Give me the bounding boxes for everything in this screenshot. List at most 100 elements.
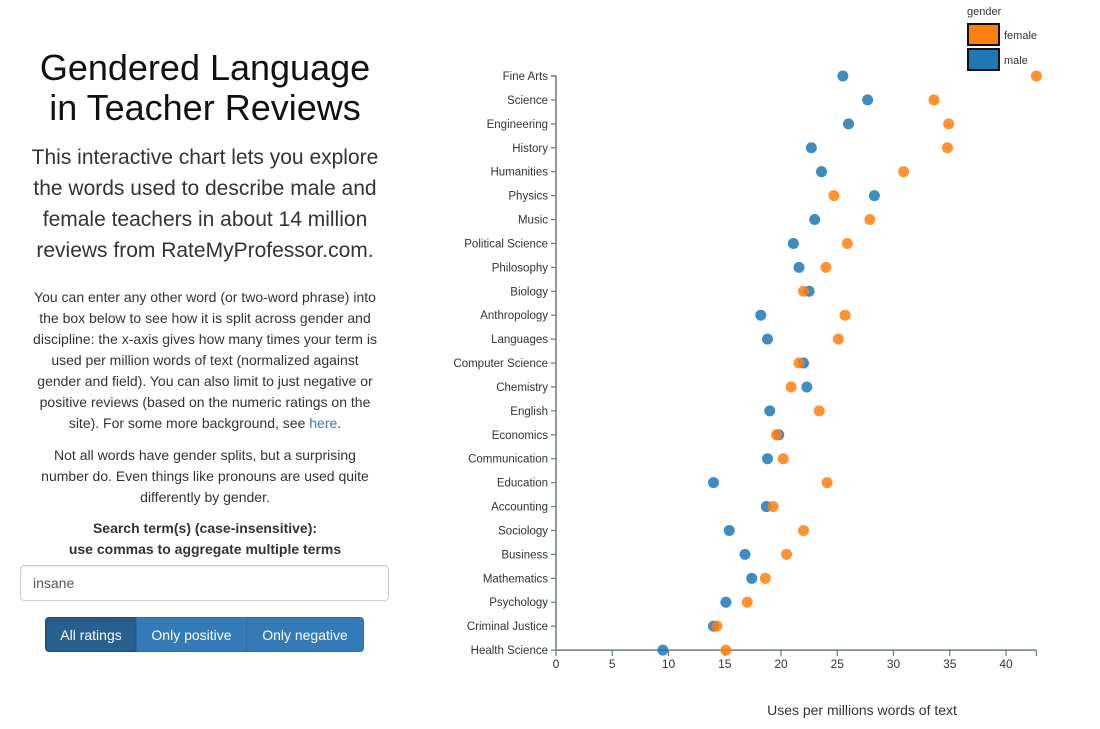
paragraph-line: discipline: the x-axis gives how many ti… bbox=[33, 331, 377, 347]
search-label-line: use commas to aggregate multiple terms bbox=[68, 541, 342, 557]
female-dot[interactable] bbox=[821, 477, 833, 489]
paragraph-line: number do. Even things like pronouns are… bbox=[41, 468, 369, 484]
only-negative-button[interactable]: Only negative bbox=[246, 617, 364, 652]
paragraph-line: the box below to see how it is split acr… bbox=[39, 310, 371, 326]
female-dot[interactable] bbox=[832, 333, 844, 345]
female-dot[interactable] bbox=[1030, 70, 1042, 82]
category-label: Humanities bbox=[490, 167, 548, 179]
category-label: Economics bbox=[492, 430, 548, 442]
female-dot[interactable] bbox=[864, 214, 876, 226]
x-tick-label: 30 bbox=[887, 657, 901, 671]
female-dot[interactable] bbox=[771, 429, 782, 441]
search-label-line: Search term(s) (case-insensitive): bbox=[92, 520, 318, 536]
female-dot[interactable] bbox=[785, 381, 797, 393]
female-dot[interactable] bbox=[898, 166, 910, 178]
intro-text: This interactive chart lets you explore … bbox=[0, 142, 410, 266]
male-dot[interactable] bbox=[787, 237, 799, 249]
x-tick-label: 10 bbox=[662, 657, 676, 671]
legend-label-female: female bbox=[1004, 30, 1037, 42]
x-tick-label: 25 bbox=[831, 657, 845, 671]
female-dot[interactable] bbox=[943, 118, 955, 130]
x-tick-label: 40 bbox=[999, 657, 1013, 671]
category-label: Languages bbox=[491, 334, 548, 346]
background-link[interactable]: here bbox=[309, 415, 338, 431]
legend-title: gender bbox=[967, 6, 1002, 18]
female-dot[interactable] bbox=[813, 405, 825, 417]
female-dot[interactable] bbox=[841, 237, 853, 249]
x-axis-title: Uses per millions words of text bbox=[767, 702, 957, 718]
category-label: Philosophy bbox=[492, 262, 549, 274]
female-dot[interactable] bbox=[720, 644, 732, 656]
category-label: Psychology bbox=[489, 597, 548, 609]
male-dot[interactable] bbox=[708, 477, 719, 489]
male-dot[interactable] bbox=[837, 70, 849, 82]
category-label: Engineering bbox=[487, 119, 548, 131]
male-dot[interactable] bbox=[764, 405, 776, 417]
legend-swatch-male bbox=[967, 48, 1000, 71]
search-label: Search term(s) (case-insensitive): use c… bbox=[0, 518, 410, 560]
male-dot[interactable] bbox=[801, 381, 813, 393]
female-dot[interactable] bbox=[711, 620, 723, 632]
paragraph-line: differently by gender. bbox=[140, 489, 270, 505]
x-tick-label: 15 bbox=[718, 657, 732, 671]
female-dot[interactable] bbox=[798, 285, 809, 297]
female-dot[interactable] bbox=[839, 309, 851, 321]
male-dot[interactable] bbox=[868, 190, 880, 202]
male-dot[interactable] bbox=[720, 596, 732, 608]
paragraph-text: site). For some more background, see bbox=[68, 415, 310, 431]
category-label: Science bbox=[507, 95, 548, 107]
category-label: Communication bbox=[468, 454, 548, 466]
category-label: Education bbox=[497, 478, 548, 490]
male-dot[interactable] bbox=[816, 166, 827, 178]
rating-filter-group: All ratings Only positive Only negative bbox=[45, 617, 364, 652]
female-dot[interactable] bbox=[781, 548, 793, 560]
female-dot[interactable] bbox=[798, 524, 809, 536]
male-dot[interactable] bbox=[762, 333, 773, 345]
category-label: Business bbox=[501, 549, 548, 561]
male-dot[interactable] bbox=[739, 548, 751, 560]
female-dot[interactable] bbox=[741, 596, 753, 608]
male-dot[interactable] bbox=[809, 214, 821, 226]
x-tick-label: 20 bbox=[774, 657, 788, 671]
only-positive-button[interactable]: Only positive bbox=[136, 617, 247, 652]
intro-line: This interactive chart lets you explore bbox=[31, 146, 379, 169]
female-dot[interactable] bbox=[828, 190, 840, 202]
female-dot[interactable] bbox=[928, 94, 940, 106]
title-line-1: Gendered Language bbox=[39, 47, 371, 88]
paragraph-line: site). For some more background, see her… bbox=[14, 413, 396, 434]
category-label: Criminal Justice bbox=[467, 621, 548, 633]
search-input[interactable] bbox=[20, 565, 389, 601]
female-dot[interactable] bbox=[820, 261, 832, 273]
female-dot[interactable] bbox=[777, 453, 789, 465]
category-label: Fine Arts bbox=[503, 71, 549, 83]
category-label: History bbox=[512, 143, 548, 155]
male-dot[interactable] bbox=[862, 94, 874, 106]
male-dot[interactable] bbox=[657, 644, 669, 656]
category-label: Biology bbox=[510, 286, 548, 298]
title-line-2: in Teacher Reviews bbox=[49, 87, 361, 128]
category-label: English bbox=[510, 406, 548, 418]
category-label: Political Science bbox=[464, 238, 548, 250]
male-dot[interactable] bbox=[723, 524, 735, 536]
male-dot[interactable] bbox=[793, 261, 805, 273]
x-tick-label: 35 bbox=[943, 657, 957, 671]
female-dot[interactable] bbox=[767, 501, 779, 513]
male-dot[interactable] bbox=[805, 142, 817, 154]
female-dot[interactable] bbox=[793, 357, 805, 369]
intro-line: female teachers in about 14 million bbox=[42, 208, 368, 231]
female-dot[interactable] bbox=[942, 142, 953, 154]
intro-line: reviews from RateMyProfessor.com. bbox=[36, 239, 374, 262]
male-dot[interactable] bbox=[746, 572, 758, 584]
male-dot[interactable] bbox=[762, 453, 773, 465]
left-panel: Gendered Language in Teacher Reviews Thi… bbox=[0, 0, 410, 729]
paragraph-line: You can enter any other word (or two-wor… bbox=[34, 289, 376, 305]
male-dot[interactable] bbox=[843, 118, 854, 130]
note-paragraph: Not all words have gender splits, but a … bbox=[14, 445, 396, 508]
category-label: Sociology bbox=[498, 525, 548, 537]
legend-label-male: male bbox=[1004, 55, 1028, 67]
female-dot[interactable] bbox=[759, 572, 771, 584]
all-ratings-button[interactable]: All ratings bbox=[45, 617, 137, 652]
male-dot[interactable] bbox=[755, 309, 767, 321]
